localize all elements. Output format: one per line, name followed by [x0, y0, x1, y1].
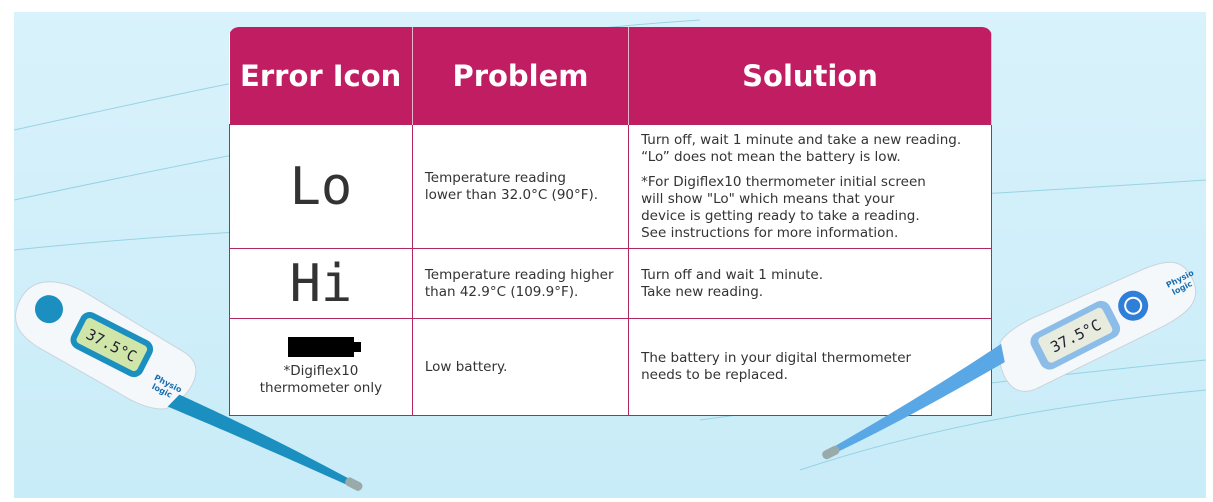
- right-thermometer: 37.5°C Physio logic: [810, 243, 1209, 491]
- thermometers: 37.5°C Physio logic 37.5°C Physio logic: [0, 0, 1213, 502]
- page: Error IconProblemSolutionLoTemperature r…: [0, 0, 1213, 502]
- left-thermometer: 37.5°C Physio logic: [2, 268, 384, 502]
